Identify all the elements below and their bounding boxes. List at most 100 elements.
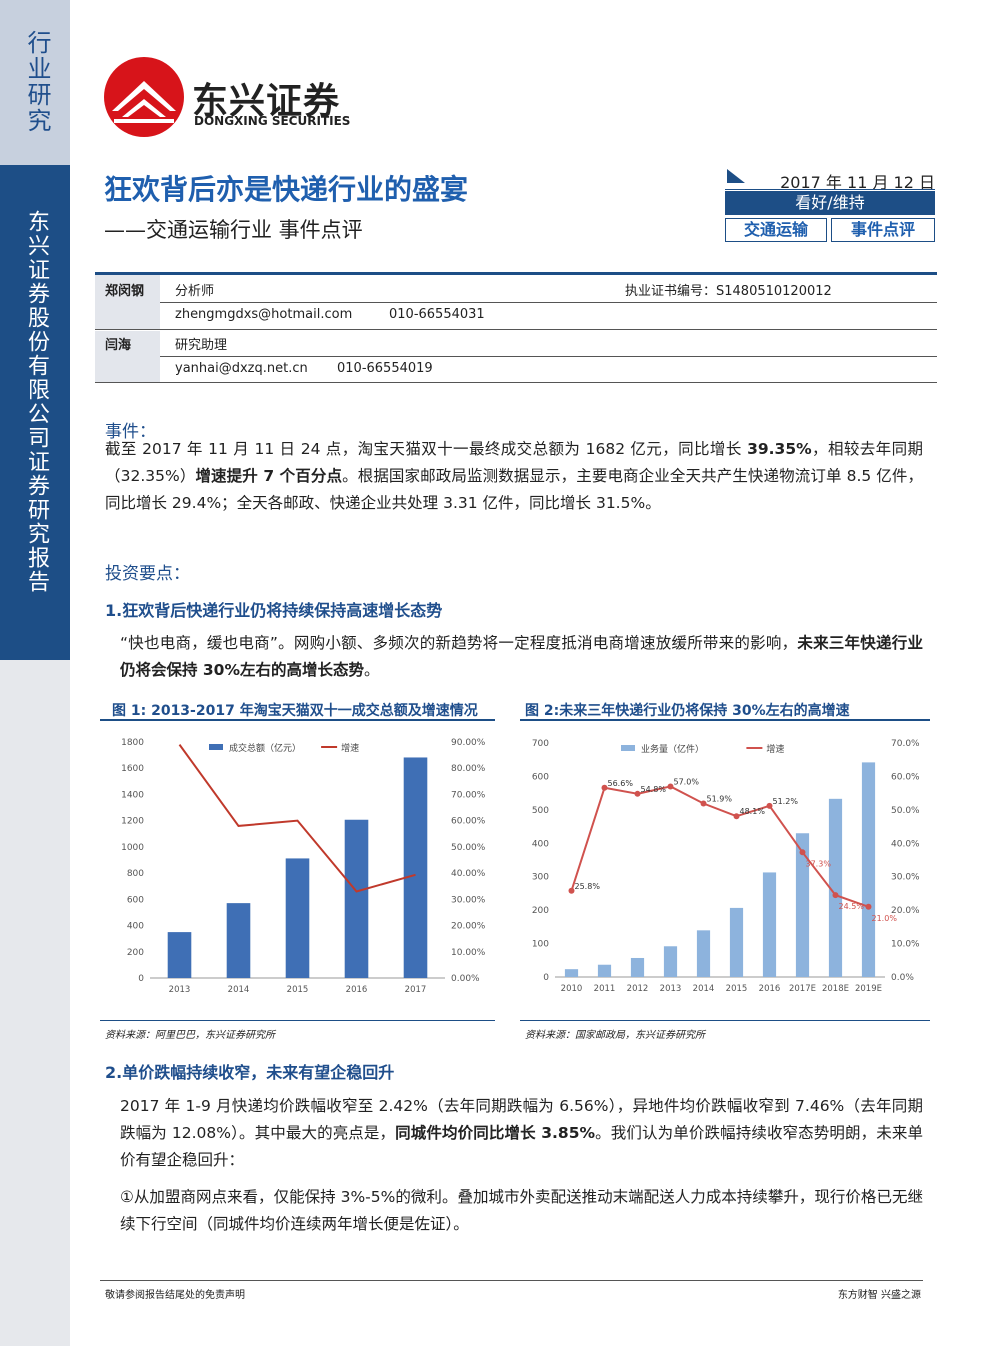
bar xyxy=(762,872,777,977)
analyst-table: 郑闵钢 分析师 执业证书编号：S1480510120012 zhengmgdxs… xyxy=(95,272,937,384)
analyst-email: yanhai@dxzq.net.cn xyxy=(175,361,308,376)
x-tick-label: 2018E xyxy=(822,984,849,994)
event-text: 截至 2017 年 11 月 11 日 24 点，淘宝天猫双十一最终成交总额为 … xyxy=(105,436,923,517)
x-tick-label: 2015 xyxy=(726,984,748,994)
footer-right: 东方财智 兴盛之源 xyxy=(837,1290,921,1301)
y-tick-label: 1200 xyxy=(121,817,144,827)
x-tick-label: 2017E xyxy=(789,984,816,994)
sidebar-band xyxy=(0,165,70,660)
legend-swatch xyxy=(621,745,635,751)
y2-tick-label: 60.0% xyxy=(891,772,920,782)
x-tick-label: 2012 xyxy=(627,984,649,994)
x-tick-label: 2016 xyxy=(346,985,368,995)
point-text: “快也电商，缓也电商”。网购小额、多频次的新趋势将一定程度抵消电商增速放缓所带来… xyxy=(120,630,923,684)
bar xyxy=(344,819,369,978)
y-tick-label: 600 xyxy=(532,772,549,782)
marker xyxy=(634,790,641,797)
analyst-name: 闫海 xyxy=(105,338,132,353)
marker xyxy=(733,813,740,820)
marker xyxy=(667,783,674,790)
bar xyxy=(795,833,810,977)
x-tick-label: 2014 xyxy=(693,984,715,994)
data-label: 51.2% xyxy=(773,797,799,806)
text: 39.35% xyxy=(747,440,812,458)
analyst-role: 分析师 xyxy=(175,284,215,299)
legend-label: 成交总额（亿元） xyxy=(229,742,301,754)
industry-tag: 交通运输 xyxy=(725,218,827,242)
y2-tick-label: 70.00% xyxy=(451,790,486,800)
chart: 0 100 200 300 400 500 600 700 0.0% 10.0% 20.0% 30.0… xyxy=(532,739,920,994)
y-tick-label: 400 xyxy=(127,922,144,932)
bar xyxy=(663,946,678,977)
legend-swatch xyxy=(209,744,223,750)
marker xyxy=(601,784,608,791)
bar xyxy=(861,762,876,977)
x-tick-label: 2017 xyxy=(405,985,427,995)
logo-name-en: DONGXING SECURITIES xyxy=(194,114,351,128)
analyst-cert: 执业证书编号：S1480510120012 xyxy=(625,284,832,299)
marker xyxy=(865,903,872,910)
y2-tick-label: 80.00% xyxy=(451,764,486,774)
text: ①从加盟商网点来看，仅能保持 3%-5%的微利。叠加城市外卖配送推动末端配送人力… xyxy=(120,1188,923,1233)
data-label: 54.8% xyxy=(641,785,667,794)
chart: 0 200 400 600 800 1000 1200 1400 1600 1800 0.00% 10… xyxy=(121,738,486,995)
figure-title: 图 1: 2013-2017 年淘宝天猫双十一成交总额及增速情况 xyxy=(112,703,478,719)
marker xyxy=(832,892,839,899)
x-tick-label: 2019E xyxy=(855,984,882,994)
legend-label: 增速 xyxy=(766,743,784,755)
point-text: ①从加盟商网点来看，仅能保持 3%-5%的微利。叠加城市外卖配送推动末端配送人力… xyxy=(120,1184,923,1238)
data-label: 48.1% xyxy=(740,807,766,816)
data-label: 24.5% xyxy=(839,902,865,911)
y2-tick-label: 0.00% xyxy=(451,974,480,984)
analyst-email: zhengmgdxs@hotmail.com xyxy=(175,307,353,322)
text: 。根据国家邮政局监测数据显示，主要电商企业全天共产生快递物流订单 8.5 亿件，… xyxy=(105,467,924,512)
y-tick-label: 1000 xyxy=(121,843,144,853)
sidebar-top xyxy=(0,0,70,165)
y-tick-label: 400 xyxy=(532,839,549,849)
y2-tick-label: 70.0% xyxy=(891,739,920,749)
y2-tick-label: 10.0% xyxy=(891,940,920,950)
bar xyxy=(828,798,843,977)
text: “快也电商，缓也电商”。网购小额、多频次的新趋势将一定程度抵消电商增速放缓所带来… xyxy=(120,634,798,652)
y-tick-label: 800 xyxy=(127,869,144,879)
date-marker xyxy=(727,169,745,183)
analyst-role: 研究助理 xyxy=(175,338,228,353)
y2-tick-label: 40.00% xyxy=(451,869,486,879)
y2-tick-label: 10.00% xyxy=(451,948,486,958)
marker xyxy=(799,849,806,856)
bar xyxy=(696,930,711,977)
data-label: 21.0% xyxy=(872,914,898,923)
marker xyxy=(568,887,575,894)
figure-title: 图 2:未来三年快递行业仍将保持 30%左右的高增速 xyxy=(525,703,850,719)
logo-name: 东兴证券 xyxy=(192,81,341,122)
bar xyxy=(285,858,310,978)
bar xyxy=(729,907,744,977)
y-tick-label: 200 xyxy=(532,906,549,916)
x-tick-label: 2011 xyxy=(594,984,616,994)
y2-tick-label: 50.0% xyxy=(891,806,920,816)
y2-tick-label: 30.00% xyxy=(451,895,486,905)
y-tick-label: 0 xyxy=(138,974,144,984)
x-tick-label: 2013 xyxy=(169,985,191,995)
bar xyxy=(403,757,428,978)
logo-mark xyxy=(104,57,184,137)
header-box: 2017 年 11 月 12 日 看好/维持 交通运输 事件点评 xyxy=(725,167,935,243)
x-tick-label: 2010 xyxy=(561,984,583,994)
bar xyxy=(630,957,645,977)
report-subtitle: ——交通运输行业 事件点评 xyxy=(104,218,363,242)
rating: 看好/维持 xyxy=(725,191,935,215)
event-heading: 事件： xyxy=(105,422,156,442)
y-tick-label: 200 xyxy=(127,948,144,958)
y2-tick-label: 40.0% xyxy=(891,839,920,849)
bar xyxy=(564,969,579,977)
figure-source: 资料来源：国家邮政局，东兴证券研究所 xyxy=(525,1030,705,1041)
legend-label: 业务量（亿件） xyxy=(641,743,704,755)
analyst-name: 郑闵钢 xyxy=(105,284,145,299)
y2-tick-label: 0.0% xyxy=(891,973,914,983)
analyst-phone: 010-66554019 xyxy=(337,361,433,376)
text: 。我们认为单价跌幅持续收窄态势明朗，未来单价有望企稳回升： xyxy=(120,1124,924,1169)
data-label: 37.3% xyxy=(806,859,832,868)
bar xyxy=(597,964,612,977)
line xyxy=(178,744,416,893)
